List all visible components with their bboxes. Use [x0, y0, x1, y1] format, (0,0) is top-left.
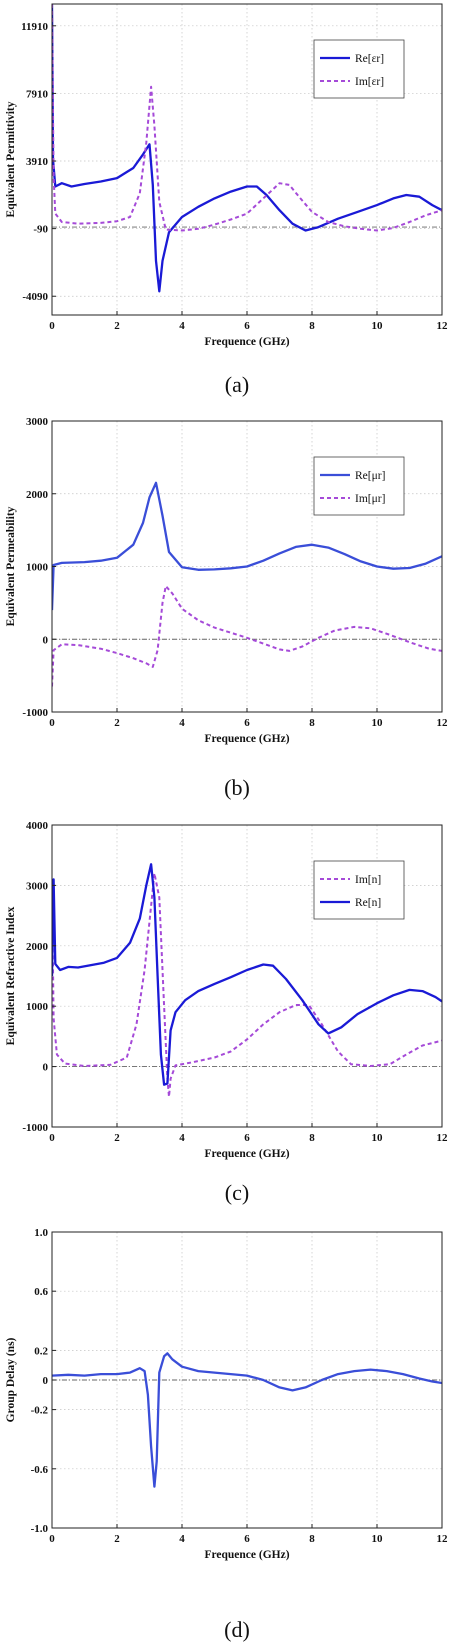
x-tick-label: 12 — [437, 1533, 449, 1545]
y-tick-label: -1.0 — [31, 1523, 49, 1535]
series-line-1 — [52, 481, 442, 611]
series-line-1 — [52, 4, 442, 293]
x-tick-label: 4 — [179, 1132, 185, 1144]
legend-label: Im[μr] — [355, 493, 385, 505]
x-tick-label: 2 — [114, 1132, 120, 1144]
legend: Re[εr] Im[εr] — [313, 39, 405, 99]
y-tick-label: -4090 — [22, 291, 48, 303]
x-tick-label: 6 — [244, 320, 250, 332]
y-tick-label: 0 — [43, 1062, 49, 1074]
y-axis-label: Equivalent Refractive Index — [5, 906, 17, 1045]
y-tick-label: 11910 — [21, 21, 48, 33]
x-tick-label: 0 — [49, 1533, 55, 1545]
x-tick-label: 0 — [49, 1132, 55, 1144]
y-tick-label: 3000 — [26, 880, 49, 892]
panel-label: (a) — [225, 372, 249, 397]
x-tick-label: 2 — [114, 320, 120, 332]
panel-label: (d) — [224, 1617, 250, 1642]
y-tick-label: 4000 — [26, 820, 49, 832]
legend-label: Im[n] — [355, 874, 381, 886]
x-tick-label: 6 — [244, 717, 250, 729]
x-tick-label: 2 — [114, 1533, 120, 1545]
y-tick-label: 0.2 — [34, 1345, 48, 1357]
x-tick-label: 8 — [309, 320, 315, 332]
y-tick-label: -90 — [33, 224, 48, 236]
x-tick-label: 12 — [437, 1132, 449, 1144]
y-axis-label: Group Delay (ns) — [5, 1337, 17, 1422]
series-line-2 — [52, 863, 442, 1086]
y-axis-label: Equivalent Permittivity — [5, 101, 17, 217]
legend-box — [313, 456, 405, 516]
x-tick-label: 8 — [309, 717, 315, 729]
y-tick-label: -1000 — [22, 1122, 48, 1134]
y-tick-label: 1000 — [26, 562, 49, 574]
x-tick-label: 10 — [372, 1533, 384, 1545]
x-axis-label: Frequence (GHz) — [204, 733, 289, 745]
y-tick-label: 2000 — [26, 489, 49, 501]
legend-label: Re[μr] — [355, 470, 385, 482]
x-tick-label: 4 — [179, 320, 185, 332]
x-axis-label: Frequence (GHz) — [204, 336, 289, 348]
x-tick-label: 8 — [309, 1533, 315, 1545]
panel-label: (b) — [224, 775, 250, 800]
y-axis-label: Equivalent Permeability — [5, 506, 17, 626]
y-tick-label: 0 — [43, 1375, 49, 1387]
chart-panel-4: 0 2 4 6 8 10 12 -1.0 -0.6 -0.2 0 0.2 0.6 1.0 Frequence… — [5, 1227, 448, 1642]
series-line-1 — [52, 872, 442, 1098]
y-tick-label: 1000 — [26, 1001, 49, 1013]
x-tick-label: 10 — [372, 717, 384, 729]
legend-label: Re[n] — [355, 897, 381, 909]
x-tick-label: 0 — [49, 320, 55, 332]
legend-box — [313, 39, 405, 99]
x-tick-label: 12 — [437, 717, 449, 729]
y-tick-label: 1.0 — [34, 1227, 48, 1239]
legend-label: Im[εr] — [355, 76, 384, 88]
legend-box — [313, 860, 405, 920]
chart-panel-3: 0 2 4 6 8 10 12-100001000200030004000Frequence… — [5, 820, 448, 1205]
y-tick-label: -1000 — [22, 707, 48, 719]
series-line-2 — [52, 4, 442, 232]
y-tick-label: -0.6 — [31, 1464, 49, 1476]
x-tick-label: 6 — [244, 1533, 250, 1545]
legend: Re[μr] Im[μr] — [313, 456, 405, 516]
series-line-1 — [52, 1352, 442, 1488]
y-tick-label: 3910 — [26, 156, 49, 168]
x-tick-label: 8 — [309, 1132, 315, 1144]
legend-label: Re[εr] — [355, 53, 384, 65]
x-axis-label: Frequence (GHz) — [204, 1148, 289, 1160]
x-tick-label: 6 — [244, 1132, 250, 1144]
x-tick-label: 4 — [179, 1533, 185, 1545]
legend: Im[n] Re[n] — [313, 860, 405, 920]
x-tick-label: 2 — [114, 717, 120, 729]
x-tick-label: 12 — [437, 320, 449, 332]
panel-label: (c) — [225, 1180, 249, 1205]
x-tick-label: 4 — [179, 717, 185, 729]
y-tick-label: 7910 — [26, 88, 49, 100]
y-tick-label: 0 — [43, 634, 49, 646]
y-tick-label: -0.2 — [31, 1405, 49, 1417]
x-axis-label: Frequence (GHz) — [204, 1549, 289, 1561]
x-tick-label: 10 — [372, 1132, 384, 1144]
y-tick-label: 0.6 — [34, 1286, 48, 1298]
x-tick-label: 0 — [49, 717, 55, 729]
chart-panel-1: 0 2 4 6 8 10 12 -4090 -90 3910 7910 11910 Frequence … — [5, 3, 449, 397]
y-tick-label: 3000 — [26, 416, 49, 428]
x-tick-label: 10 — [372, 320, 384, 332]
y-tick-label: 2000 — [26, 941, 49, 953]
series-line-2 — [52, 585, 442, 687]
